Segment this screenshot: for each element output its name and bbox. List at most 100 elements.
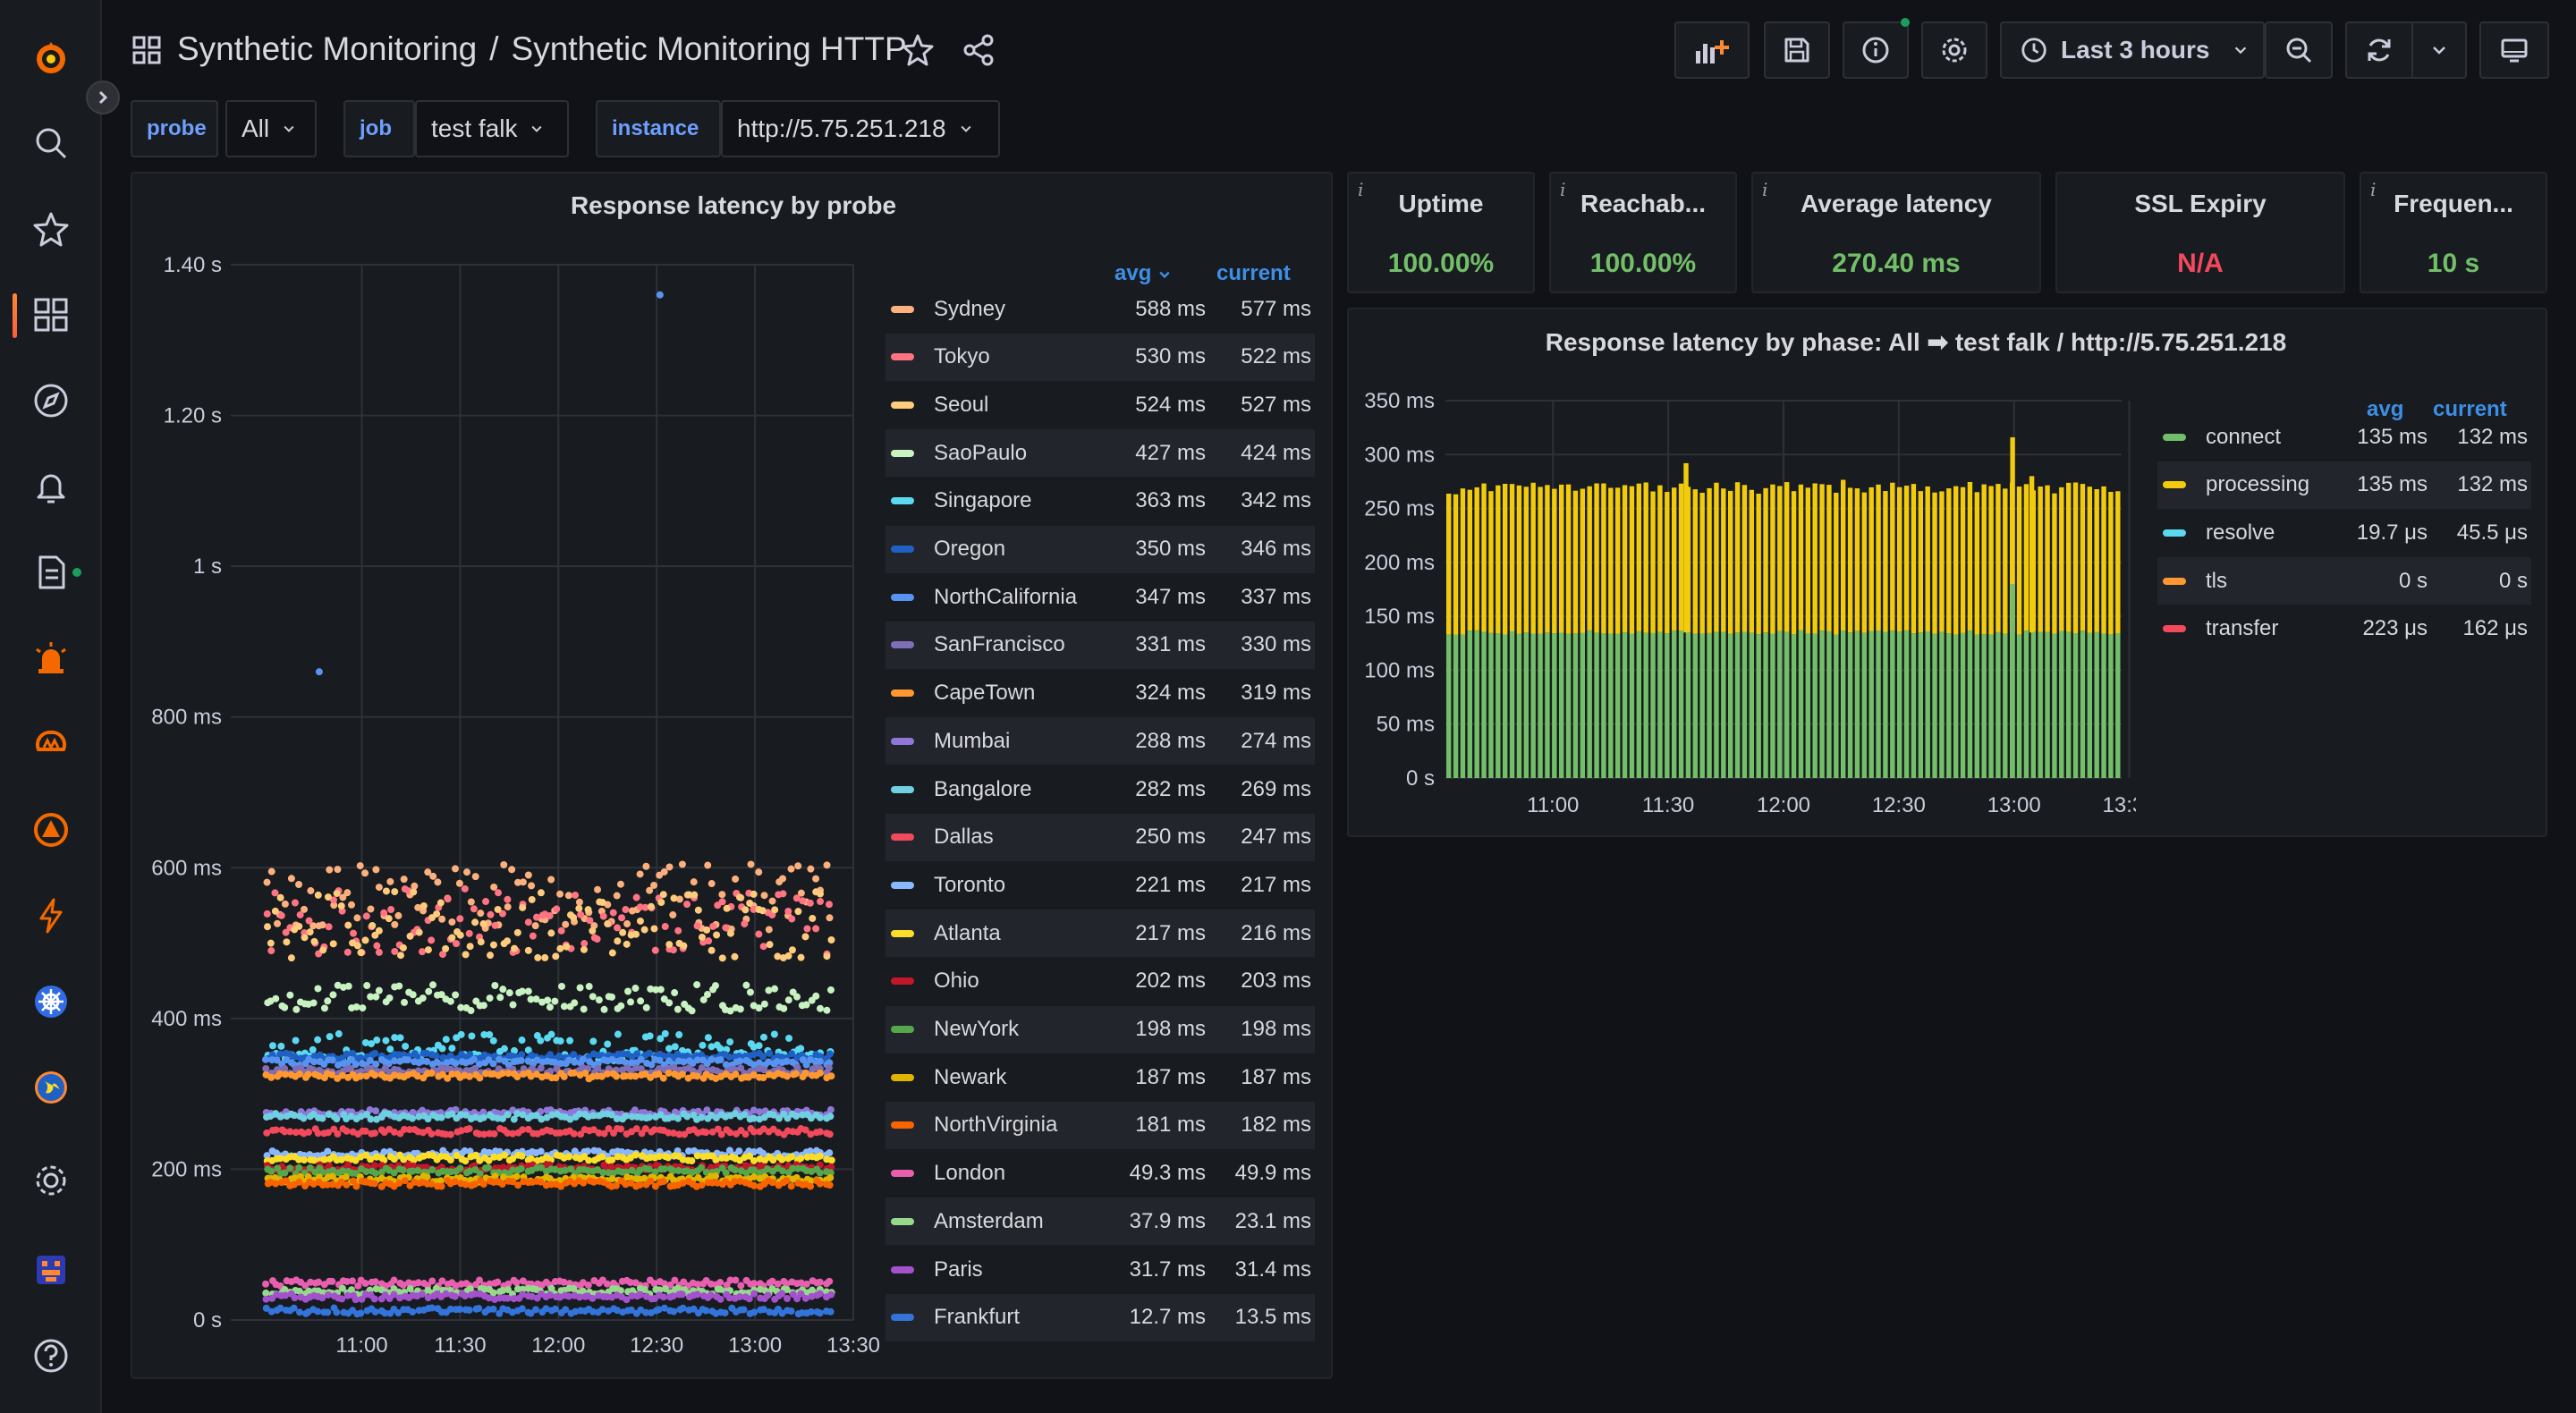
- dashboards-icon[interactable]: [26, 290, 76, 340]
- data-point: [713, 931, 721, 939]
- legend-row[interactable]: SaoPaulo 427 ms 424 ms: [886, 429, 1315, 478]
- job-variable-select[interactable]: test falk: [415, 100, 569, 157]
- legend-row[interactable]: tls 0 s 0 s: [2157, 557, 2531, 605]
- star-favorite-icon[interactable]: [900, 32, 936, 68]
- share-icon[interactable]: [961, 32, 996, 68]
- panel-info-icon[interactable]: i: [2370, 179, 2377, 200]
- data-point: [570, 1130, 578, 1138]
- legend-row[interactable]: SanFrancisco 331 ms 330 ms: [886, 621, 1315, 669]
- incident-icon[interactable]: [26, 805, 76, 855]
- y-tick-label: 250 ms: [1364, 497, 1435, 521]
- data-point: [575, 1110, 583, 1118]
- dashboard-info-button[interactable]: [1843, 21, 1909, 79]
- dashboard-title[interactable]: Synthetic Monitoring HTTP: [511, 30, 907, 67]
- search-icon[interactable]: [26, 118, 76, 168]
- panel-title[interactable]: Response latency by probe: [570, 191, 897, 219]
- legend-row[interactable]: Amsterdam 37.9 ms 23.1 ms: [886, 1197, 1315, 1246]
- breadcrumb-folder-link[interactable]: Synthetic Monitoring: [177, 30, 478, 67]
- kubernetes-helm-icon[interactable]: [26, 977, 76, 1027]
- stat-title[interactable]: SSL Expiry: [2134, 190, 2267, 217]
- legend-row[interactable]: Mumbai 288 ms 274 ms: [886, 717, 1315, 766]
- alerting-bell-icon[interactable]: [26, 461, 76, 512]
- x-tick-label: 13:00: [728, 1333, 782, 1358]
- chevron-down-icon: [2235, 47, 2247, 55]
- legend-row[interactable]: Seoul 524 ms 527 ms: [886, 381, 1315, 428]
- data-point: [438, 1277, 446, 1285]
- legend-avg-header[interactable]: avg: [1114, 261, 1172, 286]
- legend-row[interactable]: Frankfurt 12.7 ms 13.5 ms: [886, 1293, 1315, 1341]
- bar-connect: [1481, 631, 1487, 778]
- stat-title[interactable]: Uptime: [1398, 190, 1484, 217]
- data-point: [301, 1156, 309, 1164]
- add-panel-button[interactable]: [1674, 21, 1750, 79]
- data-point: [656, 1286, 664, 1294]
- legend-avg-header[interactable]: avg: [2367, 397, 2404, 421]
- bar-processing: [1721, 488, 1726, 632]
- data-point: [538, 1115, 546, 1123]
- probe-latency-scatter-chart[interactable]: 1.40 s 1.20 s 1 s 800 ms 600 ms 400 ms 200 ms 0…: [132, 173, 884, 1381]
- data-point: [614, 924, 622, 932]
- legend-current-header[interactable]: current: [1216, 261, 1291, 285]
- legend-row[interactable]: CapeTown 324 ms 319 ms: [886, 670, 1315, 717]
- legend-row[interactable]: Ohio 202 ms 203 ms: [886, 958, 1315, 1005]
- instance-variable-select[interactable]: http://5.75.251.218: [721, 100, 1000, 157]
- refresh-interval-dropdown[interactable]: [2411, 21, 2467, 79]
- panel-info-icon[interactable]: i: [1358, 179, 1364, 200]
- series-color-swatch: [891, 401, 914, 409]
- legend-row[interactable]: Tokyo 530 ms 522 ms: [886, 333, 1315, 381]
- legend-row[interactable]: Toronto 221 ms 217 ms: [886, 861, 1315, 909]
- save-dashboard-button[interactable]: [1764, 21, 1830, 79]
- dashboard-settings-button[interactable]: [1921, 21, 1987, 79]
- refresh-button[interactable]: [2345, 21, 2411, 79]
- zoom-out-button[interactable]: [2265, 21, 2333, 79]
- stat-title[interactable]: Frequen...: [2394, 190, 2513, 217]
- explore-compass-icon[interactable]: [26, 376, 76, 426]
- reports-document-icon[interactable]: [26, 547, 76, 597]
- legend-row[interactable]: processing 135 ms 132 ms: [2157, 461, 2531, 509]
- time-range-picker[interactable]: Last 3 hours: [2000, 21, 2265, 79]
- legend-row[interactable]: Singapore 363 ms 342 ms: [886, 478, 1315, 525]
- user-avatar-icon[interactable]: [26, 1245, 76, 1295]
- stat-title[interactable]: Average latency: [1801, 190, 1992, 217]
- legend-row[interactable]: Sydney 588 ms 577 ms: [886, 285, 1315, 333]
- bar-processing: [1615, 487, 1621, 634]
- oncall-siren-icon[interactable]: [26, 633, 76, 683]
- data-point: [642, 1003, 650, 1011]
- legend-row[interactable]: Oregon 350 ms 346 ms: [886, 525, 1315, 573]
- data-point: [396, 1034, 404, 1042]
- grafana-logo-icon[interactable]: [26, 32, 76, 82]
- legend-row[interactable]: NewYork 198 ms 198 ms: [886, 1005, 1315, 1053]
- expand-sidebar-button[interactable]: [86, 80, 120, 114]
- data-point: [510, 1115, 518, 1123]
- legend-row[interactable]: Paris 31.7 ms 31.4 ms: [886, 1246, 1315, 1293]
- tv-mode-button[interactable]: [2479, 21, 2549, 79]
- legend-row[interactable]: Newark 187 ms 187 ms: [886, 1053, 1315, 1101]
- legend-row[interactable]: resolve 19.7 μs 45.5 μs: [2157, 509, 2531, 556]
- panel-info-icon[interactable]: i: [1762, 179, 1768, 200]
- legend-row[interactable]: Dallas 250 ms 247 ms: [886, 813, 1315, 861]
- starred-icon[interactable]: [26, 204, 76, 254]
- machine-learning-brain-icon[interactable]: [26, 719, 76, 769]
- panel-title[interactable]: Response latency by phase: All ➡ test fa…: [1545, 328, 2287, 356]
- data-point: [669, 946, 677, 954]
- help-icon[interactable]: [26, 1331, 76, 1381]
- panel-info-icon[interactable]: i: [1560, 179, 1566, 200]
- legend-current-header[interactable]: current: [2433, 397, 2507, 421]
- legend-row[interactable]: Atlanta 217 ms 216 ms: [886, 910, 1315, 958]
- synthetic-monitoring-globe-icon[interactable]: [26, 1062, 76, 1113]
- legend-row[interactable]: connect 135 ms 132 ms: [2157, 413, 2531, 461]
- legend-row[interactable]: NorthVirginia 181 ms 182 ms: [886, 1101, 1315, 1149]
- data-point: [334, 981, 342, 989]
- data-point: [465, 929, 473, 937]
- legend-row[interactable]: transfer 223 μs 162 μs: [2157, 605, 2531, 653]
- data-point: [589, 1126, 597, 1134]
- legend-row[interactable]: NorthCalifornia 347 ms 337 ms: [886, 573, 1315, 621]
- probe-variable-select[interactable]: All: [225, 100, 317, 157]
- performance-bolt-icon[interactable]: [26, 891, 76, 941]
- legend-row[interactable]: London 49.3 ms 49.9 ms: [886, 1150, 1315, 1197]
- stat-title[interactable]: Reachab...: [1580, 190, 1707, 217]
- phase-latency-bar-chart[interactable]: 350 ms 300 ms 250 ms 200 ms 150 ms 100 ms 50 m…: [1349, 309, 2136, 839]
- legend-row[interactable]: Bangalore 282 ms 269 ms: [886, 766, 1315, 813]
- configuration-gear-icon[interactable]: [26, 1155, 76, 1206]
- data-point: [716, 1278, 724, 1286]
